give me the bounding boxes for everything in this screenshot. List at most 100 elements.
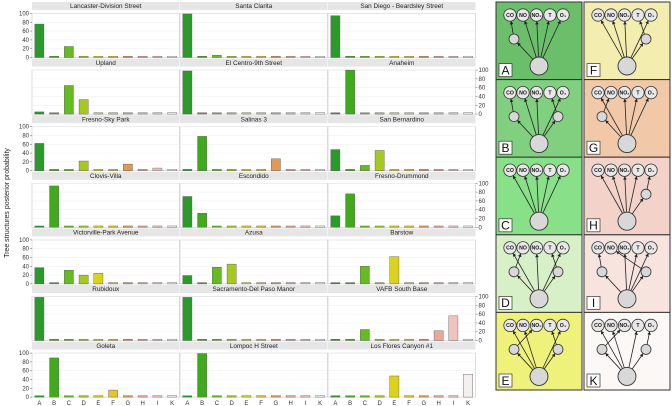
tree-arrowhead — [605, 353, 609, 357]
bar — [463, 282, 473, 285]
bar — [256, 112, 266, 115]
station-panel: Rubidoux — [31, 285, 180, 341]
tree-arrowhead — [601, 97, 605, 102]
tree-edge — [524, 175, 537, 213]
tree-arrowhead — [535, 176, 539, 180]
bar — [315, 112, 325, 115]
tree-arrowhead — [551, 120, 556, 125]
y-tick-label: 100 — [479, 181, 490, 187]
bar — [78, 225, 89, 228]
panel-letter: B — [501, 141, 509, 155]
station-panel: El Centro-9th Street — [179, 58, 328, 115]
tree-edge — [600, 20, 623, 59]
x-tick-label: A — [333, 401, 337, 406]
bar — [108, 389, 118, 398]
station-panel: Santa Clarita — [179, 2, 328, 58]
bar — [137, 169, 148, 171]
bar — [433, 282, 444, 285]
x-tick-label: E — [96, 401, 100, 406]
bar — [330, 282, 341, 285]
bar — [226, 338, 237, 341]
tree-node-label: O₃ — [648, 90, 655, 96]
bar — [271, 55, 281, 58]
plot-frame — [31, 296, 180, 341]
tree-edge — [540, 176, 550, 213]
tree-intermediate-node — [508, 33, 520, 45]
x-tick-label: D — [377, 401, 382, 406]
tree-node — [631, 86, 645, 100]
tree-arrowhead — [524, 98, 528, 103]
bar-chart-grid: Tree structures posterior probability Lan… — [4, 2, 489, 406]
bar — [448, 225, 459, 228]
station-panel: San Bernardino — [327, 115, 476, 171]
bar — [108, 112, 118, 115]
panel-title: Salinas 3 — [241, 116, 268, 123]
tree-panel: CO NO NO₂ T O₃ A — [495, 1, 583, 81]
tree-arrowhead — [546, 21, 550, 25]
tree-edge — [536, 21, 539, 58]
bar — [108, 282, 118, 285]
tree-panel: CO NO NO₂ T O₃ G — [583, 79, 671, 158]
bar — [300, 282, 311, 285]
tree-arrowhead — [557, 331, 561, 335]
bar — [197, 353, 207, 398]
bar — [419, 225, 429, 228]
tree-arrowhead — [605, 275, 609, 280]
station-panel: Lancaster-Division Street 0 20 40 60 80 100 — [19, 2, 180, 62]
bar — [360, 165, 370, 171]
tree-edge — [628, 98, 638, 135]
panel-letter-box — [498, 63, 513, 77]
y-tick-label: 20 — [479, 330, 486, 336]
panel-letter-box — [586, 373, 601, 388]
y-tick-label: 100 — [479, 295, 490, 301]
bar — [463, 374, 473, 398]
tree-node-label: CO — [506, 323, 514, 329]
y-tick-label: 80 — [22, 360, 29, 366]
bar — [182, 169, 193, 171]
bar — [374, 225, 385, 228]
tree-panel: CO NO NO₂ T O₃ K — [583, 311, 671, 391]
bar — [167, 169, 177, 171]
tree-node-label: NO — [519, 90, 527, 96]
tree-arrowhead — [639, 20, 643, 25]
bar — [345, 193, 355, 228]
tree-edge — [600, 97, 623, 136]
panel-title-strip — [32, 58, 180, 67]
bar — [123, 163, 133, 171]
x-tick-label: C — [363, 401, 368, 406]
y-tick-label: 60 — [479, 312, 486, 318]
y-tick-label: 20 — [22, 386, 29, 392]
tree-node-label: NO — [607, 90, 615, 96]
plot-frame — [327, 13, 476, 58]
tree-node — [617, 241, 632, 255]
tree-node — [604, 241, 618, 255]
tree-arrowhead — [551, 275, 556, 280]
tree-node-label: T — [548, 168, 552, 174]
bar — [123, 282, 133, 285]
bar — [300, 55, 311, 58]
bar — [93, 112, 104, 115]
tree-node-label: O₃ — [648, 168, 655, 174]
tree-node-label: T — [636, 246, 640, 252]
tree-intermediate-node — [508, 111, 520, 122]
x-tick-label: D — [81, 401, 86, 406]
bar — [330, 112, 341, 115]
bar — [315, 395, 325, 398]
panel-title: San Bernardino — [380, 116, 425, 123]
bar — [182, 13, 193, 58]
bar — [360, 225, 370, 228]
x-tick-label: E — [392, 401, 396, 406]
tree-edge — [612, 175, 625, 213]
tree-edge — [630, 253, 649, 291]
tree-edge — [612, 331, 625, 368]
tree-node — [591, 163, 605, 177]
y-tick-label: 40 — [479, 321, 486, 327]
tree-root-node — [617, 134, 637, 154]
tree-node — [591, 318, 605, 332]
x-tick-label: D — [229, 401, 234, 406]
tree-node — [644, 86, 658, 100]
tree-edge — [524, 20, 537, 58]
x-tick-label: G — [274, 401, 279, 406]
bar — [285, 395, 296, 398]
y-tick-label: 60 — [22, 256, 29, 262]
